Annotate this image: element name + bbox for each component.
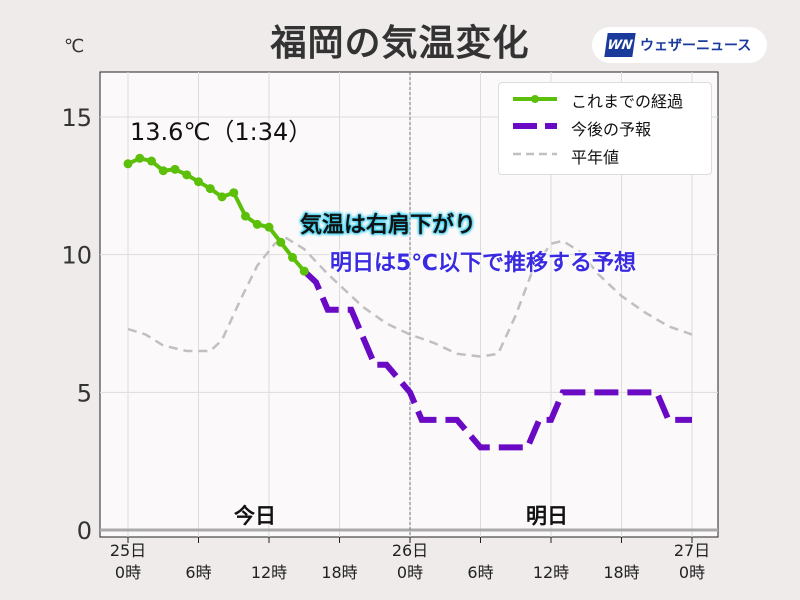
forecast-line xyxy=(302,268,692,451)
observed-point xyxy=(194,177,203,187)
legend: これまでの経過 今後の予報 平年値 xyxy=(498,82,712,175)
x-tick-label: 18時 xyxy=(321,563,357,582)
observed-point xyxy=(276,237,286,247)
x-tick-label: 27日 xyxy=(674,541,710,560)
annotation-forecast: 明日は5℃以下で推移する予想 xyxy=(330,251,636,276)
x-tick-label: 0時 xyxy=(397,563,423,582)
annotation-trend: 気温は右肩下がり xyxy=(300,213,477,238)
y-tick-label: 15 xyxy=(61,104,92,132)
x-tick-label: 6時 xyxy=(185,563,211,582)
x-tick-label: 6時 xyxy=(467,563,493,582)
y-axis-unit: ℃ xyxy=(64,36,85,57)
observed-point xyxy=(241,211,250,221)
observed-point xyxy=(264,222,274,232)
day-label-today: 今日 xyxy=(234,504,276,528)
observed-point xyxy=(299,266,309,276)
legend-label-observed: これまでの経過 xyxy=(571,92,684,111)
day-label-tomorrow: 明日 xyxy=(526,504,568,528)
x-tick-label: 12時 xyxy=(251,563,287,582)
x-tick-label: 0時 xyxy=(115,563,141,582)
y-tick-label: 0 xyxy=(77,517,92,545)
observed-point xyxy=(147,156,156,166)
observed-line xyxy=(127,156,306,273)
x-tick-label: 26日 xyxy=(392,541,428,560)
observed-point xyxy=(205,184,215,194)
legend-observed-swatch xyxy=(513,95,557,103)
x-tick-label: 0時 xyxy=(679,563,705,582)
chart-title: 福岡の気温変化 xyxy=(270,23,530,64)
observed-point xyxy=(170,164,180,174)
normal-line xyxy=(127,236,693,358)
x-tick-label: 25日 xyxy=(110,541,146,560)
legend-label-normal: 平年値 xyxy=(571,148,620,167)
y-tick-label: 5 xyxy=(77,379,92,407)
observed-point xyxy=(252,219,262,229)
x-tick-label: 18時 xyxy=(603,563,639,582)
logo-text: ウェザーニュース xyxy=(640,38,752,54)
observed-point xyxy=(135,153,145,163)
y-tick-label: 10 xyxy=(61,242,92,270)
x-tick-label: 12時 xyxy=(533,563,569,582)
current-temperature: 13.6℃（1:34） xyxy=(130,118,313,146)
observed-point xyxy=(123,159,133,169)
observed-point xyxy=(288,252,297,262)
legend-label-forecast: 今後の予報 xyxy=(571,120,652,139)
observed-point xyxy=(229,188,239,198)
weathernews-logo: WN ウェザーニュース xyxy=(592,27,767,63)
observed-point xyxy=(217,192,227,202)
observed-point xyxy=(158,166,168,176)
observed-point xyxy=(182,170,192,180)
